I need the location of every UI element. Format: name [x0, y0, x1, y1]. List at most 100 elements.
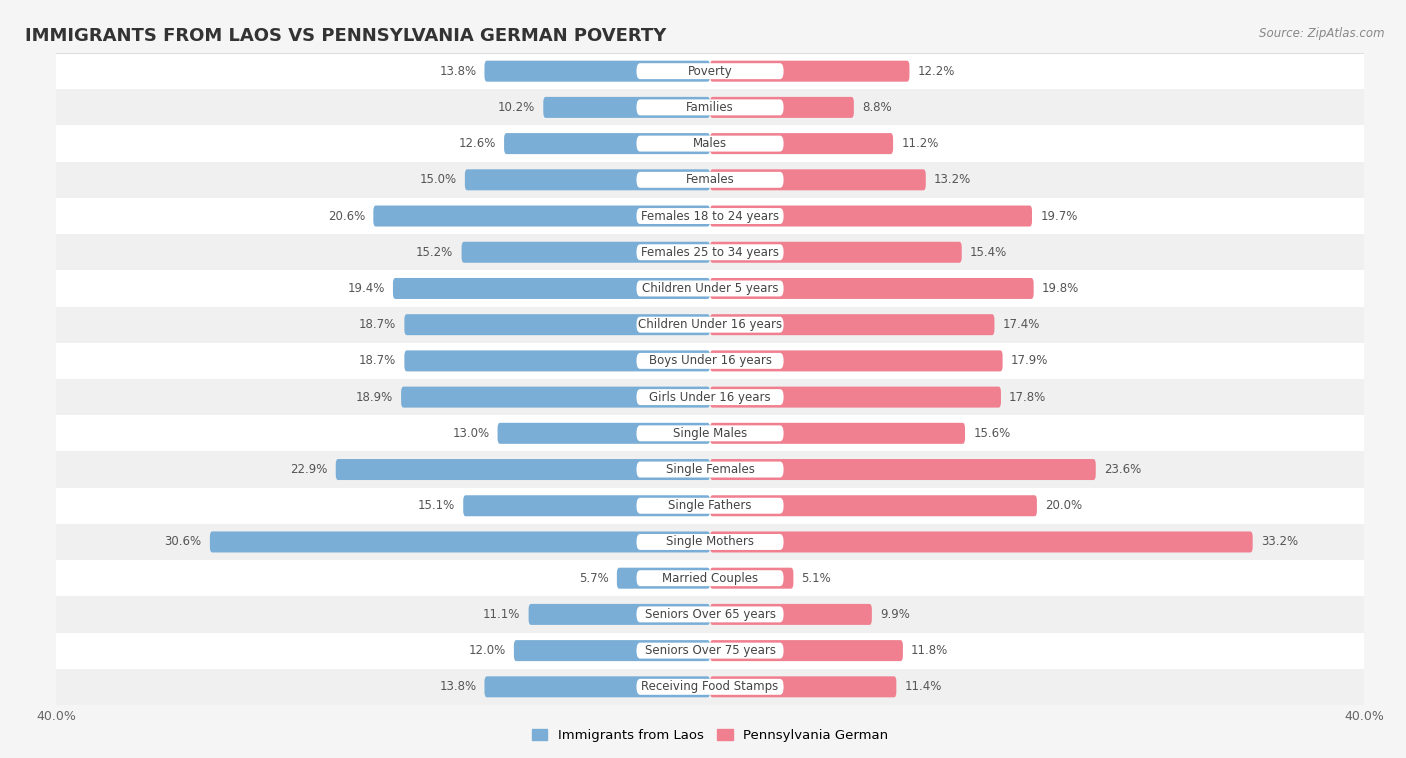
- Text: Children Under 16 years: Children Under 16 years: [638, 318, 782, 331]
- FancyBboxPatch shape: [56, 560, 1364, 597]
- Text: Poverty: Poverty: [688, 64, 733, 77]
- FancyBboxPatch shape: [485, 61, 710, 82]
- FancyBboxPatch shape: [637, 389, 783, 405]
- FancyBboxPatch shape: [637, 317, 783, 333]
- FancyBboxPatch shape: [56, 379, 1364, 415]
- FancyBboxPatch shape: [485, 676, 710, 697]
- Text: 11.2%: 11.2%: [901, 137, 939, 150]
- FancyBboxPatch shape: [56, 126, 1364, 161]
- Text: Males: Males: [693, 137, 727, 150]
- FancyBboxPatch shape: [56, 597, 1364, 632]
- Text: Single Males: Single Males: [673, 427, 747, 440]
- FancyBboxPatch shape: [710, 423, 965, 444]
- FancyBboxPatch shape: [710, 676, 897, 697]
- FancyBboxPatch shape: [637, 498, 783, 514]
- FancyBboxPatch shape: [710, 278, 1033, 299]
- FancyBboxPatch shape: [515, 640, 710, 661]
- FancyBboxPatch shape: [336, 459, 710, 480]
- Text: Source: ZipAtlas.com: Source: ZipAtlas.com: [1260, 27, 1385, 39]
- Text: 22.9%: 22.9%: [290, 463, 328, 476]
- FancyBboxPatch shape: [505, 133, 710, 154]
- Text: 20.6%: 20.6%: [328, 209, 366, 223]
- Text: 30.6%: 30.6%: [165, 535, 201, 549]
- FancyBboxPatch shape: [56, 632, 1364, 669]
- FancyBboxPatch shape: [405, 350, 710, 371]
- FancyBboxPatch shape: [637, 353, 783, 369]
- Text: Receiving Food Stamps: Receiving Food Stamps: [641, 681, 779, 694]
- Text: Boys Under 16 years: Boys Under 16 years: [648, 355, 772, 368]
- FancyBboxPatch shape: [56, 415, 1364, 452]
- FancyBboxPatch shape: [710, 242, 962, 263]
- Text: 11.4%: 11.4%: [904, 681, 942, 694]
- FancyBboxPatch shape: [637, 63, 783, 79]
- Text: 12.0%: 12.0%: [468, 644, 506, 657]
- FancyBboxPatch shape: [637, 172, 783, 188]
- Text: 10.2%: 10.2%: [498, 101, 536, 114]
- Text: 18.9%: 18.9%: [356, 390, 392, 403]
- Text: 11.1%: 11.1%: [484, 608, 520, 621]
- FancyBboxPatch shape: [56, 161, 1364, 198]
- FancyBboxPatch shape: [617, 568, 710, 589]
- FancyBboxPatch shape: [405, 314, 710, 335]
- FancyBboxPatch shape: [637, 679, 783, 695]
- FancyBboxPatch shape: [392, 278, 710, 299]
- Text: 12.6%: 12.6%: [458, 137, 496, 150]
- Text: 17.9%: 17.9%: [1011, 355, 1047, 368]
- FancyBboxPatch shape: [637, 570, 783, 586]
- FancyBboxPatch shape: [461, 242, 710, 263]
- Text: 13.0%: 13.0%: [453, 427, 489, 440]
- Text: IMMIGRANTS FROM LAOS VS PENNSYLVANIA GERMAN POVERTY: IMMIGRANTS FROM LAOS VS PENNSYLVANIA GER…: [25, 27, 666, 45]
- FancyBboxPatch shape: [637, 280, 783, 296]
- Text: 15.6%: 15.6%: [973, 427, 1011, 440]
- FancyBboxPatch shape: [637, 462, 783, 478]
- FancyBboxPatch shape: [637, 136, 783, 152]
- FancyBboxPatch shape: [465, 169, 710, 190]
- Text: 17.4%: 17.4%: [1002, 318, 1040, 331]
- Text: 13.8%: 13.8%: [439, 64, 477, 77]
- Text: Females: Females: [686, 174, 734, 186]
- Text: 17.8%: 17.8%: [1010, 390, 1046, 403]
- FancyBboxPatch shape: [56, 343, 1364, 379]
- FancyBboxPatch shape: [710, 604, 872, 625]
- FancyBboxPatch shape: [56, 306, 1364, 343]
- Text: Married Couples: Married Couples: [662, 572, 758, 584]
- FancyBboxPatch shape: [637, 606, 783, 622]
- Text: 8.8%: 8.8%: [862, 101, 891, 114]
- FancyBboxPatch shape: [56, 53, 1364, 89]
- FancyBboxPatch shape: [710, 387, 1001, 408]
- Text: Seniors Over 75 years: Seniors Over 75 years: [644, 644, 776, 657]
- FancyBboxPatch shape: [637, 99, 783, 115]
- Text: 15.2%: 15.2%: [416, 246, 453, 258]
- Text: 15.4%: 15.4%: [970, 246, 1007, 258]
- FancyBboxPatch shape: [637, 643, 783, 659]
- Text: 15.1%: 15.1%: [418, 500, 456, 512]
- Text: 18.7%: 18.7%: [359, 355, 396, 368]
- FancyBboxPatch shape: [710, 350, 1002, 371]
- FancyBboxPatch shape: [463, 495, 710, 516]
- FancyBboxPatch shape: [56, 271, 1364, 306]
- Text: 12.2%: 12.2%: [918, 64, 955, 77]
- FancyBboxPatch shape: [710, 568, 793, 589]
- FancyBboxPatch shape: [710, 640, 903, 661]
- FancyBboxPatch shape: [710, 61, 910, 82]
- FancyBboxPatch shape: [710, 495, 1038, 516]
- Text: Females 18 to 24 years: Females 18 to 24 years: [641, 209, 779, 223]
- FancyBboxPatch shape: [209, 531, 710, 553]
- FancyBboxPatch shape: [56, 452, 1364, 487]
- Text: Females 25 to 34 years: Females 25 to 34 years: [641, 246, 779, 258]
- Text: Children Under 5 years: Children Under 5 years: [641, 282, 779, 295]
- FancyBboxPatch shape: [710, 169, 925, 190]
- Text: 18.7%: 18.7%: [359, 318, 396, 331]
- FancyBboxPatch shape: [710, 459, 1095, 480]
- Text: Families: Families: [686, 101, 734, 114]
- FancyBboxPatch shape: [56, 198, 1364, 234]
- Text: 19.8%: 19.8%: [1042, 282, 1078, 295]
- FancyBboxPatch shape: [710, 97, 853, 118]
- Text: Single Fathers: Single Fathers: [668, 500, 752, 512]
- FancyBboxPatch shape: [56, 524, 1364, 560]
- FancyBboxPatch shape: [637, 534, 783, 550]
- Text: Single Mothers: Single Mothers: [666, 535, 754, 549]
- Text: 20.0%: 20.0%: [1045, 500, 1083, 512]
- FancyBboxPatch shape: [637, 208, 783, 224]
- FancyBboxPatch shape: [401, 387, 710, 408]
